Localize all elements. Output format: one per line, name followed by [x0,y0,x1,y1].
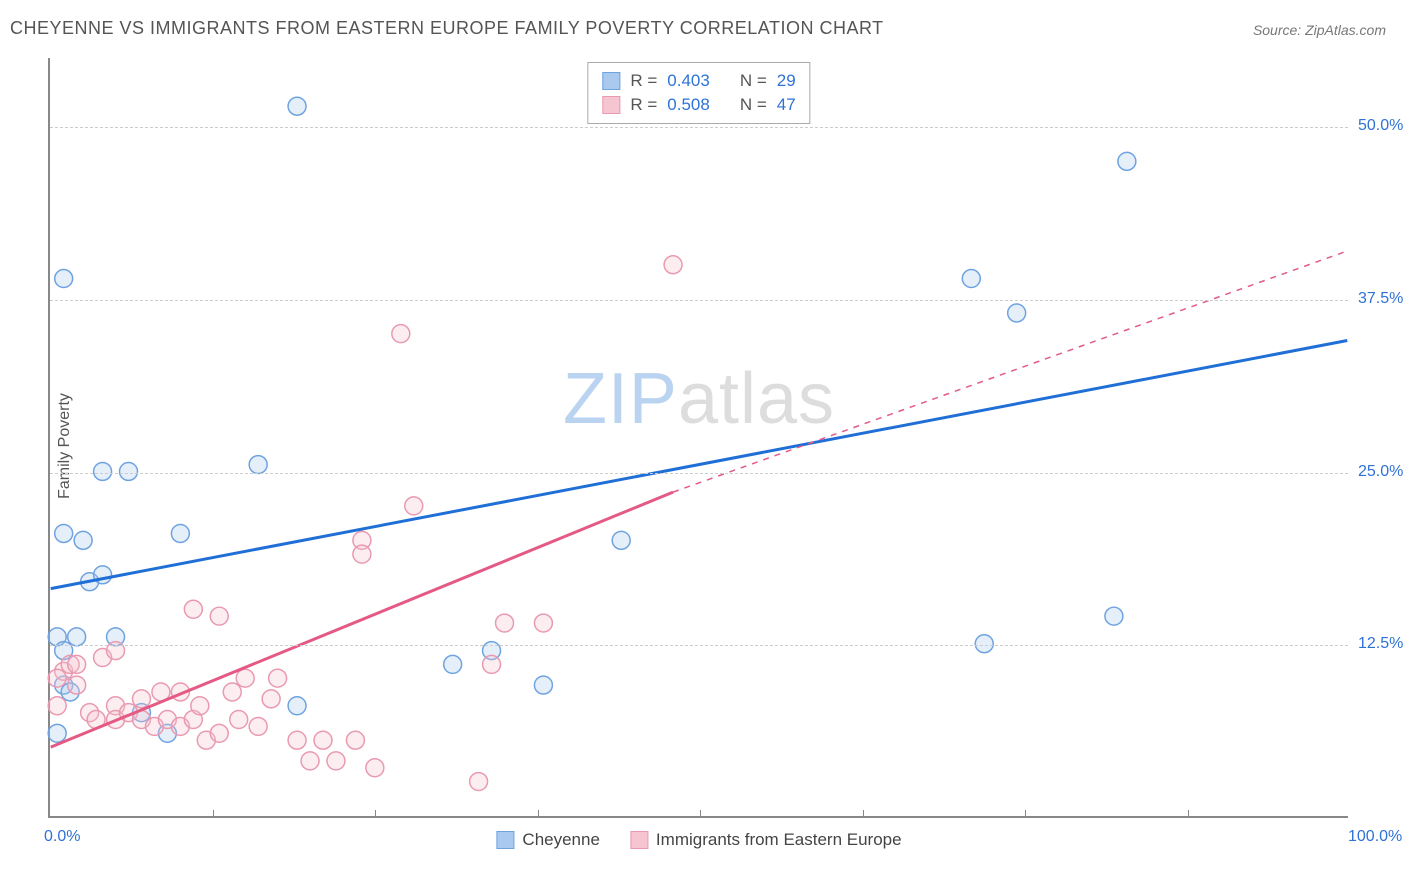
legend-swatch-1 [602,96,620,114]
data-point [353,545,371,563]
legend-stats: R = 0.403 N = 29 R = 0.508 N = 47 [587,62,810,124]
data-point [48,669,66,687]
x-tick-label: 0.0% [44,828,80,846]
data-point [262,690,280,708]
data-point [1008,304,1026,322]
data-point [301,752,319,770]
gridline [50,473,1348,474]
data-point [346,731,364,749]
data-point [483,655,501,673]
data-point [236,669,254,687]
data-point [288,697,306,715]
legend-swatch-0 [602,72,620,90]
data-point [444,655,462,673]
chart-title: CHEYENNE VS IMMIGRANTS FROM EASTERN EURO… [10,18,884,39]
plot-area: ZIPatlas R = 0.403 N = 29 R = 0.508 N = … [48,58,1348,818]
x-tick [213,810,214,818]
data-point [327,752,345,770]
x-tick [1025,810,1026,818]
data-point [191,697,209,715]
legend-bottom: Cheyenne Immigrants from Eastern Europe [496,830,901,850]
data-point [68,655,86,673]
x-tick [1188,810,1189,818]
y-tick-label: 25.0% [1358,463,1406,481]
legend-bottom-item-1: Immigrants from Eastern Europe [630,830,902,850]
scatter-svg [50,58,1348,816]
data-point [392,325,410,343]
data-point [171,524,189,542]
data-point [48,697,66,715]
legend-bottom-label-1: Immigrants from Eastern Europe [656,830,902,850]
legend-R-value-1: 0.508 [667,95,710,115]
source-label: Source: ZipAtlas.com [1253,22,1386,38]
data-point [55,524,73,542]
data-point [288,97,306,115]
data-point [184,600,202,618]
legend-bottom-swatch-0 [496,831,514,849]
x-tick-label: 100.0% [1348,828,1406,846]
regression-line [51,341,1348,589]
legend-bottom-swatch-1 [630,831,648,849]
data-point [210,607,228,625]
data-point [975,635,993,653]
legend-bottom-label-0: Cheyenne [522,830,600,850]
data-point [48,724,66,742]
data-point [534,614,552,632]
y-tick-label: 50.0% [1358,117,1406,135]
legend-stats-row-0: R = 0.403 N = 29 [602,69,795,93]
legend-R-label: R = [630,95,657,115]
data-point [534,676,552,694]
data-point [230,711,248,729]
data-point [223,683,241,701]
y-tick-label: 12.5% [1358,635,1406,653]
x-tick [700,810,701,818]
legend-N-value-0: 29 [777,71,796,91]
data-point [132,690,150,708]
regression-line [673,251,1347,492]
data-point [366,759,384,777]
data-point [470,773,488,791]
gridline [50,127,1348,128]
data-point [962,270,980,288]
legend-bottom-item-0: Cheyenne [496,830,600,850]
data-point [1105,607,1123,625]
data-point [120,462,138,480]
data-point [210,724,228,742]
data-point [314,731,332,749]
data-point [249,717,267,735]
legend-N-value-1: 47 [777,95,796,115]
legend-R-value-0: 0.403 [667,71,710,91]
data-point [68,676,86,694]
legend-R-label: R = [630,71,657,91]
gridline [50,300,1348,301]
data-point [269,669,287,687]
data-point [288,731,306,749]
x-tick [375,810,376,818]
data-point [74,531,92,549]
data-point [94,462,112,480]
x-tick [538,810,539,818]
legend-N-label: N = [740,71,767,91]
data-point [612,531,630,549]
data-point [249,456,267,474]
data-point [405,497,423,515]
data-point [664,256,682,274]
legend-stats-row-1: R = 0.508 N = 47 [602,93,795,117]
data-point [55,270,73,288]
legend-N-label: N = [740,95,767,115]
data-point [68,628,86,646]
data-point [1118,152,1136,170]
x-tick [863,810,864,818]
data-point [496,614,514,632]
gridline [50,645,1348,646]
y-tick-label: 37.5% [1358,290,1406,308]
